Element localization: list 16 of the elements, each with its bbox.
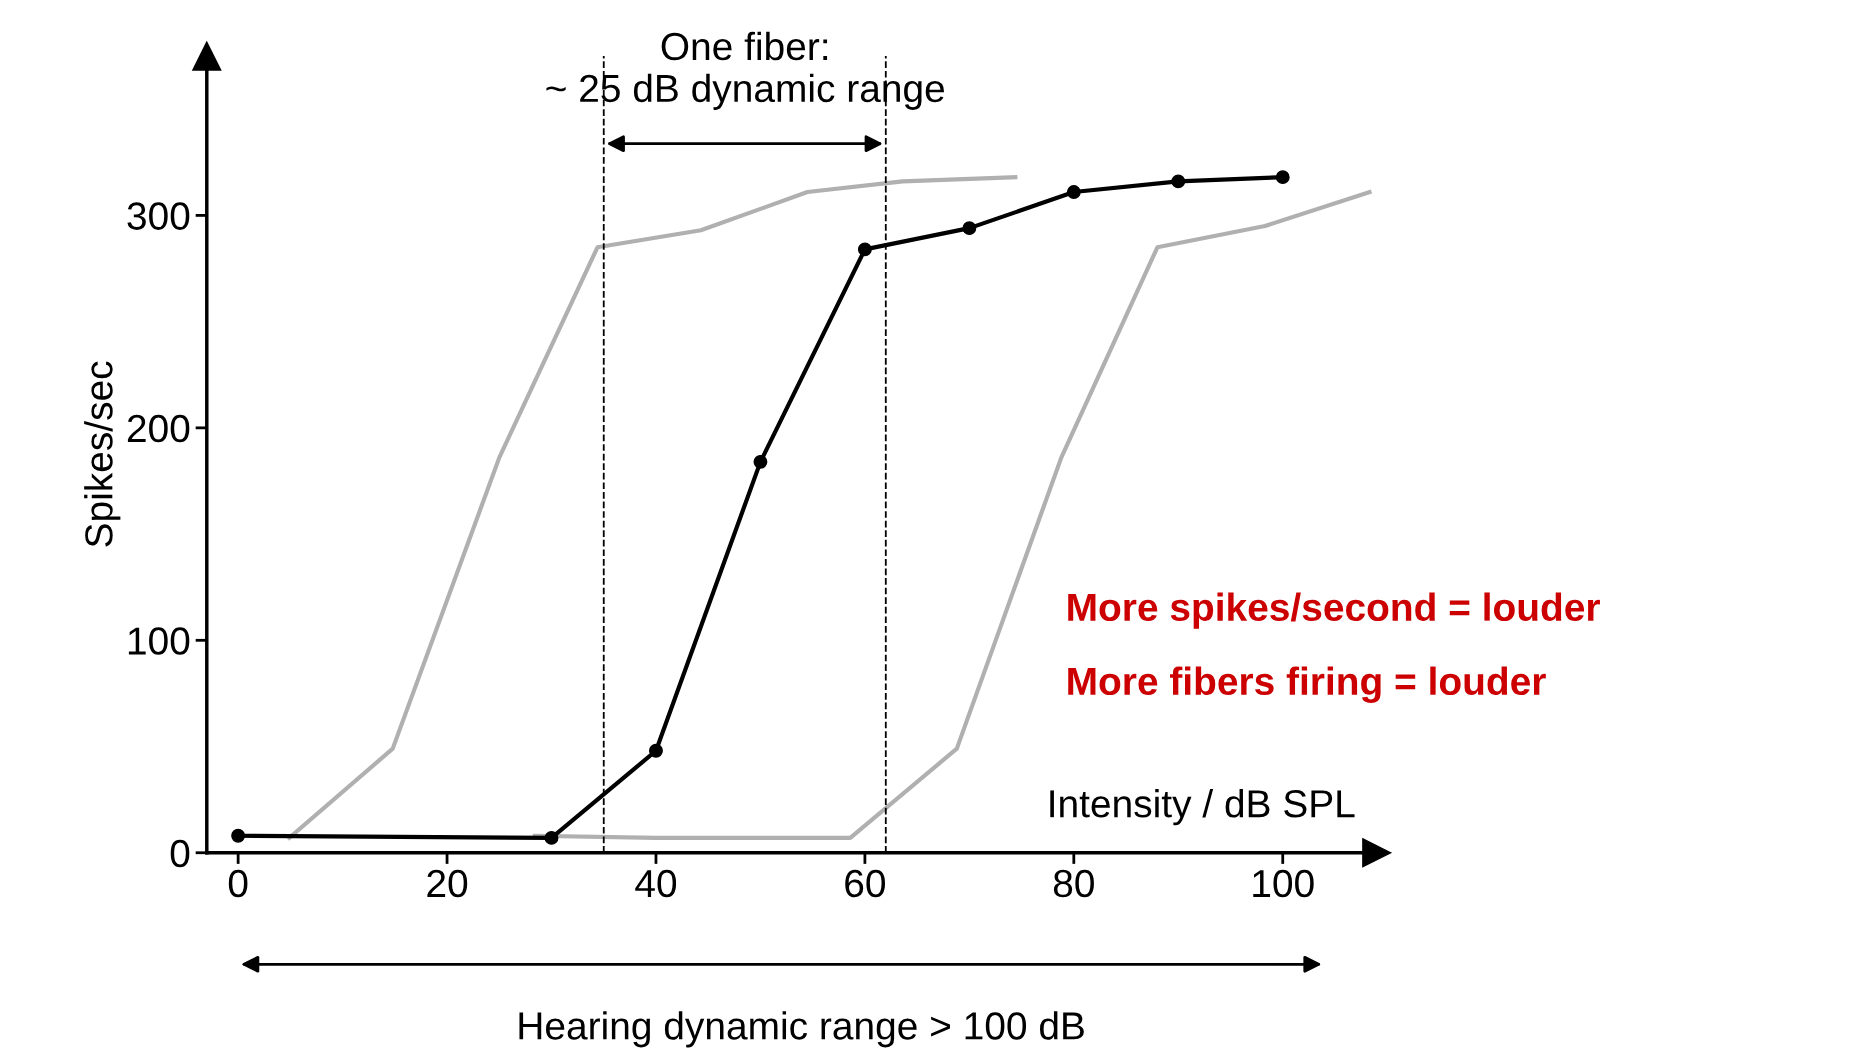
x-tick-label: 80 — [1053, 869, 1094, 898]
y-axis-title: Spikes/sec — [84, 361, 121, 547]
y-tick-label: 300 — [127, 202, 190, 230]
x-tick-label: 40 — [635, 869, 677, 898]
x-tick-label: 20 — [427, 869, 468, 898]
y-tick-label: 200 — [127, 414, 190, 443]
annotation: One fiber: ~ 25 dB dynamic range — [546, 31, 944, 110]
y-tick-label: 0 — [170, 839, 190, 868]
text: Hearing dynamic range > 100 dB — [519, 1011, 1084, 1048]
x-tick-label: 100 — [1253, 869, 1314, 898]
annotation: More fibers firing = louder — [1068, 666, 1546, 703]
x-tick-label: 0 — [228, 869, 248, 898]
annotation: More spikes/second = louder — [1068, 592, 1600, 629]
x-axis-title: Intensity / dB SPL — [1050, 789, 1355, 826]
y-tick-label: 100 — [128, 627, 190, 655]
x-tick-label: 60 — [845, 869, 886, 898]
